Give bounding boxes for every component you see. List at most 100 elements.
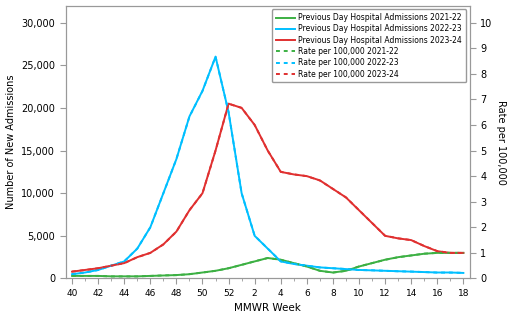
Rate per 100,000 2023-24 <box>265 149 271 152</box>
Previous Day Hospital Admissions 2022-23 <box>69 272 75 276</box>
Rate per 100,000 2023-24 <box>304 174 310 178</box>
Rate per 100,000 2023-24 <box>174 230 180 234</box>
Rate per 100,000 2021-22 <box>304 264 310 268</box>
Previous Day Hospital Admissions 2022-23 <box>304 264 310 268</box>
Rate per 100,000 2022-23 <box>160 191 166 195</box>
Previous Day Hospital Admissions 2021-22 <box>265 256 271 260</box>
Previous Day Hospital Admissions 2023-24 <box>421 244 428 248</box>
Rate per 100,000 2021-22 <box>239 263 245 267</box>
Rate per 100,000 2021-22 <box>186 272 193 276</box>
Y-axis label: Number of New Admissions: Number of New Admissions <box>6 75 15 209</box>
Rate per 100,000 2023-24 <box>108 264 114 268</box>
Previous Day Hospital Admissions 2021-22 <box>212 269 219 273</box>
Legend: Previous Day Hospital Admissions 2021-22, Previous Day Hospital Admissions 2022-: Previous Day Hospital Admissions 2021-22… <box>272 9 466 83</box>
Previous Day Hospital Admissions 2021-22 <box>460 251 466 255</box>
Line: Previous Day Hospital Admissions 2022-23: Previous Day Hospital Admissions 2022-23 <box>72 57 463 274</box>
Rate per 100,000 2022-23 <box>343 267 349 271</box>
Previous Day Hospital Admissions 2021-22 <box>95 274 101 278</box>
Rate per 100,000 2022-23 <box>186 115 193 118</box>
Previous Day Hospital Admissions 2022-23 <box>212 55 219 59</box>
Rate per 100,000 2022-23 <box>304 264 310 268</box>
Previous Day Hospital Admissions 2023-24 <box>239 106 245 110</box>
Rate per 100,000 2021-22 <box>160 273 166 277</box>
Previous Day Hospital Admissions 2021-22 <box>278 258 284 262</box>
Rate per 100,000 2021-22 <box>291 261 297 265</box>
Rate per 100,000 2023-24 <box>369 221 375 225</box>
Rate per 100,000 2022-23 <box>251 234 258 238</box>
Rate per 100,000 2023-24 <box>186 208 193 212</box>
Previous Day Hospital Admissions 2023-24 <box>121 261 127 265</box>
Previous Day Hospital Admissions 2021-22 <box>356 265 362 269</box>
Rate per 100,000 2022-23 <box>199 89 205 93</box>
Previous Day Hospital Admissions 2022-23 <box>251 234 258 238</box>
Previous Day Hospital Admissions 2023-24 <box>460 251 466 255</box>
Previous Day Hospital Admissions 2021-22 <box>382 258 388 262</box>
Rate per 100,000 2023-24 <box>460 251 466 255</box>
Y-axis label: Rate per 100,000: Rate per 100,000 <box>497 100 506 184</box>
Rate per 100,000 2021-22 <box>278 258 284 262</box>
Rate per 100,000 2022-23 <box>382 269 388 273</box>
Previous Day Hospital Admissions 2023-24 <box>108 264 114 268</box>
Rate per 100,000 2021-22 <box>460 251 466 255</box>
Previous Day Hospital Admissions 2022-23 <box>199 89 205 93</box>
Previous Day Hospital Admissions 2023-24 <box>251 123 258 127</box>
Previous Day Hospital Admissions 2022-23 <box>395 269 401 273</box>
Previous Day Hospital Admissions 2021-22 <box>447 251 454 255</box>
Rate per 100,000 2022-23 <box>82 271 88 275</box>
Rate per 100,000 2023-24 <box>239 106 245 110</box>
Rate per 100,000 2023-24 <box>212 149 219 152</box>
Rate per 100,000 2022-23 <box>174 157 180 161</box>
Rate per 100,000 2023-24 <box>82 268 88 272</box>
Rate per 100,000 2022-23 <box>330 266 336 270</box>
Previous Day Hospital Admissions 2023-24 <box>265 149 271 152</box>
Previous Day Hospital Admissions 2022-23 <box>134 247 140 250</box>
Rate per 100,000 2023-24 <box>421 244 428 248</box>
Rate per 100,000 2023-24 <box>199 191 205 195</box>
Rate per 100,000 2022-23 <box>291 262 297 266</box>
Previous Day Hospital Admissions 2023-24 <box>82 268 88 272</box>
Previous Day Hospital Admissions 2023-24 <box>69 270 75 274</box>
Rate per 100,000 2022-23 <box>212 55 219 59</box>
Rate per 100,000 2021-22 <box>251 259 258 263</box>
Rate per 100,000 2021-22 <box>421 252 428 256</box>
Rate per 100,000 2023-24 <box>447 251 454 255</box>
Rate per 100,000 2022-23 <box>278 259 284 263</box>
Line: Rate per 100,000 2022-23: Rate per 100,000 2022-23 <box>72 57 463 274</box>
Previous Day Hospital Admissions 2021-22 <box>225 266 231 270</box>
Rate per 100,000 2021-22 <box>408 254 414 257</box>
Rate per 100,000 2021-22 <box>395 255 401 259</box>
Rate per 100,000 2023-24 <box>317 179 323 182</box>
Previous Day Hospital Admissions 2021-22 <box>134 274 140 278</box>
Previous Day Hospital Admissions 2023-24 <box>95 266 101 270</box>
Rate per 100,000 2022-23 <box>408 270 414 273</box>
Previous Day Hospital Admissions 2023-24 <box>174 230 180 234</box>
Previous Day Hospital Admissions 2022-23 <box>239 191 245 195</box>
Rate per 100,000 2022-23 <box>69 272 75 276</box>
Previous Day Hospital Admissions 2022-23 <box>160 191 166 195</box>
Rate per 100,000 2022-23 <box>147 226 154 229</box>
Previous Day Hospital Admissions 2021-22 <box>317 269 323 273</box>
Line: Previous Day Hospital Admissions 2023-24: Previous Day Hospital Admissions 2023-24 <box>72 104 463 272</box>
Rate per 100,000 2023-24 <box>395 236 401 240</box>
Rate per 100,000 2022-23 <box>108 264 114 268</box>
Previous Day Hospital Admissions 2023-24 <box>160 242 166 246</box>
Rate per 100,000 2023-24 <box>121 261 127 265</box>
Rate per 100,000 2022-23 <box>121 259 127 263</box>
Rate per 100,000 2022-23 <box>95 268 101 272</box>
Rate per 100,000 2021-22 <box>369 261 375 265</box>
Previous Day Hospital Admissions 2022-23 <box>174 157 180 161</box>
Previous Day Hospital Admissions 2021-22 <box>174 273 180 277</box>
Rate per 100,000 2023-24 <box>251 123 258 127</box>
Previous Day Hospital Admissions 2021-22 <box>186 272 193 276</box>
Previous Day Hospital Admissions 2023-24 <box>225 102 231 106</box>
Rate per 100,000 2021-22 <box>199 271 205 275</box>
Previous Day Hospital Admissions 2022-23 <box>317 265 323 269</box>
Previous Day Hospital Admissions 2023-24 <box>408 238 414 242</box>
Rate per 100,000 2021-22 <box>147 274 154 278</box>
Rate per 100,000 2021-22 <box>121 275 127 278</box>
Previous Day Hospital Admissions 2022-23 <box>369 269 375 272</box>
Previous Day Hospital Admissions 2021-22 <box>199 271 205 274</box>
Rate per 100,000 2021-22 <box>174 273 180 277</box>
Rate per 100,000 2023-24 <box>343 196 349 199</box>
Previous Day Hospital Admissions 2023-24 <box>317 178 323 182</box>
